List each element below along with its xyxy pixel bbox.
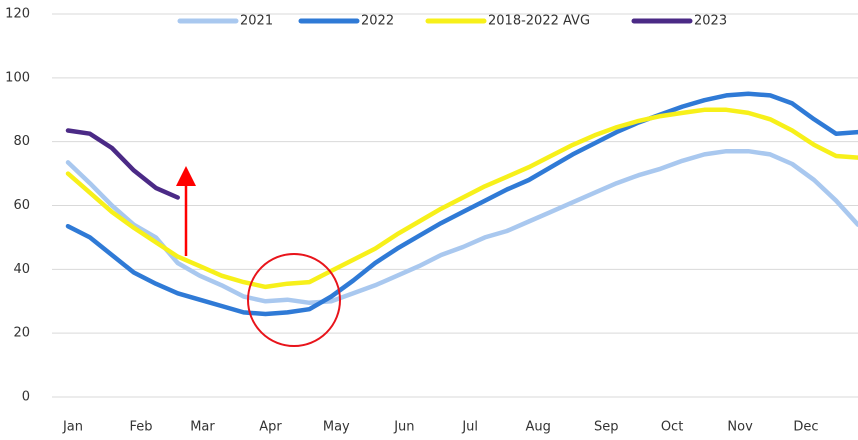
x-tick-label: Sep [594, 420, 619, 435]
y-tick-label: 20 [13, 326, 30, 341]
x-tick-label: Aug [526, 420, 551, 435]
x-tick-label: Apr [259, 420, 282, 435]
y-tick-label: 40 [13, 262, 30, 277]
grid: 0 20 40 60 80 100 120 Jan Feb Mar Apr May Jun Jul Aug S… [5, 7, 858, 435]
legend-label: 2018-2022 AVG [488, 14, 590, 29]
series-line [65, 128, 180, 200]
legend-label: 2021 [240, 14, 273, 29]
series-line [65, 107, 858, 290]
x-tick-label: Feb [130, 420, 153, 435]
x-tick-label: Jan [62, 420, 83, 435]
legend: 2021 2022 2018-2022 AVG 2023 [177, 14, 727, 29]
series-line [65, 91, 858, 317]
legend-label: 2022 [361, 14, 394, 29]
x-tick-label: Mar [190, 420, 215, 435]
y-tick-label: 60 [13, 198, 30, 213]
y-tick-label: 0 [22, 390, 30, 405]
legend-label: 2023 [694, 14, 727, 29]
x-tick-label: May [323, 420, 350, 435]
y-tick-label: 100 [5, 70, 30, 85]
x-tick-label: Jun [393, 420, 414, 435]
x-tick-label: Oct [661, 420, 683, 435]
y-tick-label: 80 [13, 134, 30, 149]
plot-area [65, 91, 858, 317]
x-tick-label: Dec [793, 420, 818, 435]
series-line [65, 148, 858, 306]
x-tick-label: Jul [461, 420, 478, 435]
y-tick-label: 120 [5, 7, 30, 22]
x-tick-label: Nov [727, 420, 753, 435]
annotation-circle [247, 253, 341, 347]
